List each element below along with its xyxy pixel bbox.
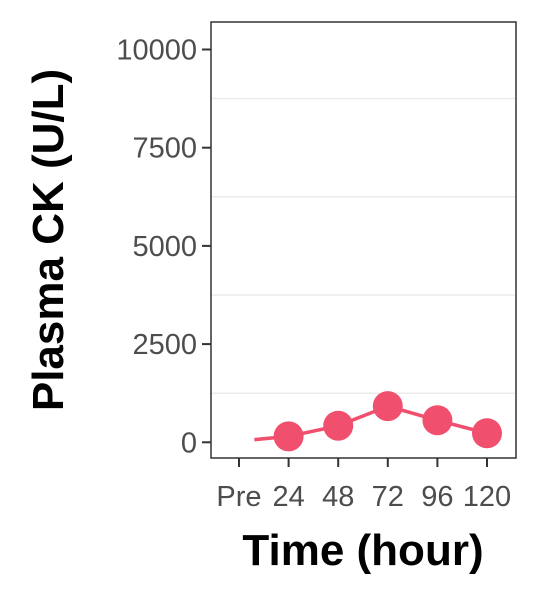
y-axis: 0 2500 5000 7500 10000 <box>116 34 211 459</box>
gridlines <box>211 97 516 394</box>
y-tick-label: 5000 <box>132 231 197 263</box>
x-tick-label: 72 <box>372 481 404 513</box>
data-point <box>422 405 453 436</box>
panel-border <box>210 21 517 459</box>
x-tick-label: 120 <box>463 481 511 513</box>
series-layer <box>223 391 502 457</box>
y-tick-label: 2500 <box>132 329 197 361</box>
data-point <box>273 421 304 452</box>
x-tick-label: 48 <box>322 481 354 513</box>
x-axis: Pre 24 48 72 96 120 <box>216 458 511 513</box>
y-tick-label: 7500 <box>132 133 197 165</box>
y-axis-title: Plasma CK (U/L) <box>24 69 73 411</box>
x-axis-title: Time (hour) <box>242 526 483 575</box>
x-tick-label: 24 <box>272 481 304 513</box>
data-point <box>472 418 502 449</box>
panel-background <box>211 22 516 458</box>
data-point <box>372 391 403 422</box>
data-point <box>223 425 255 457</box>
x-tick-label: Pre <box>216 481 261 513</box>
data-point <box>323 410 354 441</box>
y-tick-label: 0 <box>181 427 197 459</box>
x-tick-label: 96 <box>421 481 453 513</box>
y-tick-label: 10000 <box>116 34 197 66</box>
